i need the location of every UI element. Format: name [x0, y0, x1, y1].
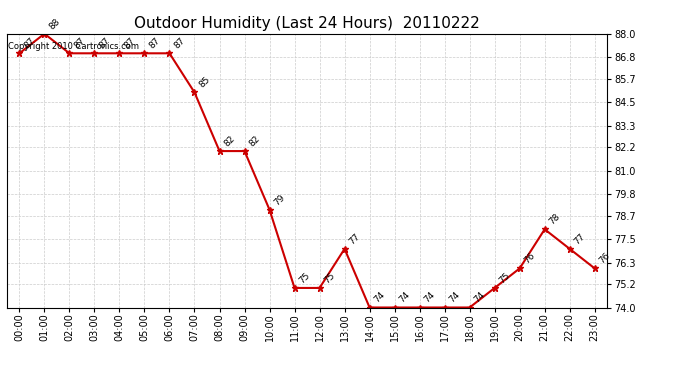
Text: 82: 82: [222, 134, 237, 148]
Text: 74: 74: [473, 290, 487, 305]
Text: 74: 74: [422, 290, 437, 305]
Title: Outdoor Humidity (Last 24 Hours)  20110222: Outdoor Humidity (Last 24 Hours) 2011022…: [134, 16, 480, 31]
Text: 75: 75: [322, 271, 337, 285]
Text: 88: 88: [47, 16, 61, 31]
Text: 75: 75: [497, 271, 512, 285]
Text: 85: 85: [197, 75, 212, 90]
Text: 74: 74: [447, 290, 462, 305]
Text: 77: 77: [573, 232, 587, 246]
Text: 87: 87: [147, 36, 161, 51]
Text: 87: 87: [97, 36, 112, 51]
Text: 77: 77: [347, 232, 362, 246]
Text: 87: 87: [22, 36, 37, 51]
Text: 76: 76: [522, 251, 537, 266]
Text: 74: 74: [397, 290, 412, 305]
Text: Copyright 2010 Cartronics.com: Copyright 2010 Cartronics.com: [8, 42, 139, 51]
Text: 87: 87: [172, 36, 187, 51]
Text: 74: 74: [373, 290, 387, 305]
Text: 87: 87: [72, 36, 87, 51]
Text: 75: 75: [297, 271, 312, 285]
Text: 82: 82: [247, 134, 262, 148]
Text: 79: 79: [273, 192, 287, 207]
Text: 87: 87: [122, 36, 137, 51]
Text: 78: 78: [547, 212, 562, 226]
Text: 76: 76: [598, 251, 612, 266]
